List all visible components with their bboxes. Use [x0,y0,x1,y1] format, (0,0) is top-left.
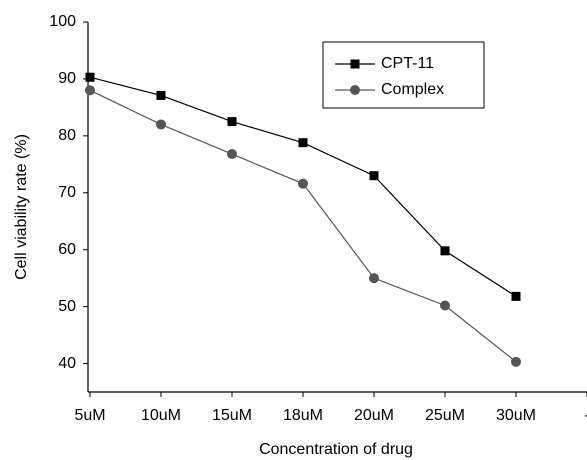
legend-label: CPT-11 [381,55,434,72]
data-point [227,149,237,160]
data-point [511,356,521,367]
y-tick-label: 100 [49,13,76,30]
data-point [85,85,95,96]
data-point [156,119,166,130]
y-tick-label: 80 [58,127,76,144]
y-tick-label: 70 [58,184,76,201]
y-tick-label: 40 [58,355,76,372]
y-tick-label: 50 [58,298,76,315]
x-tick-label: 18uM [283,407,323,424]
data-point [298,178,308,189]
x-tick-label: 15uM [212,407,252,424]
data-point [369,171,379,181]
y-tick-label: 90 [58,70,76,87]
y-axis-label: Cell viability rate (%) [13,134,30,280]
y-tick-label: 60 [58,241,76,258]
legend-label: Complex [381,81,444,98]
data-point [369,273,379,284]
legend-box [322,41,485,109]
data-point [156,90,166,100]
x-tick-label: 30uM [496,407,536,424]
x-tick-label: 5uM [74,407,105,424]
x-tick-label: 25uM [425,407,465,424]
x-tick-label: 10uM [141,407,181,424]
data-point [440,300,450,311]
data-point [298,138,308,148]
data-point [85,72,95,82]
x-tick-label: 20uM [354,407,394,424]
data-point [511,291,521,301]
x-tick-label: - [584,407,587,424]
legend-marker [350,59,360,69]
data-point [440,246,450,256]
series-line [89,89,517,363]
data-point [227,117,237,127]
x-axis-label: Concentration of drug [259,441,413,458]
legend-marker [350,85,360,95]
